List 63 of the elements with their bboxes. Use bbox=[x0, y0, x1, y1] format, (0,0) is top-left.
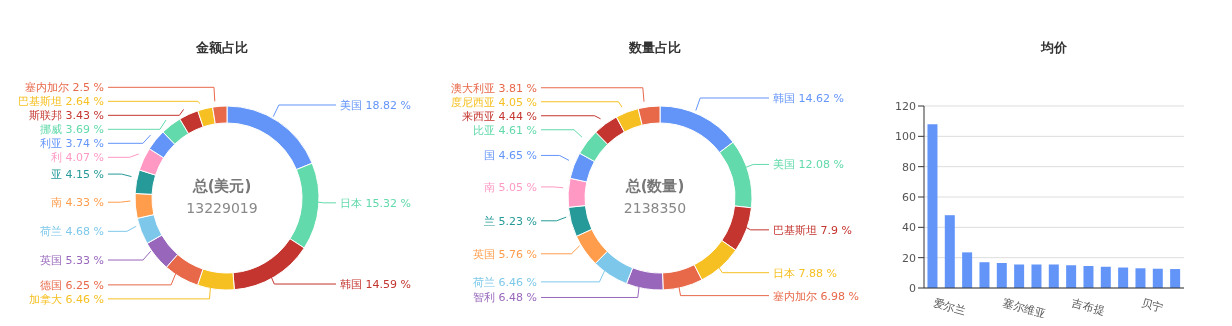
bar bbox=[927, 124, 938, 288]
slice-label: 国 4.65 % bbox=[484, 149, 537, 163]
slice-label: 美国 12.08 % bbox=[773, 158, 844, 172]
slice-label: 英国 5.76 % bbox=[473, 247, 537, 261]
bar bbox=[1118, 267, 1129, 288]
slice-label: 度尼西亚 4.05 % bbox=[451, 95, 537, 109]
text: 2138350 bbox=[623, 200, 687, 216]
y-tick-label: 100 bbox=[895, 130, 916, 144]
slice-label: 利 4.07 % bbox=[51, 151, 104, 165]
slice-label: 巴基斯坦 2.64 % bbox=[18, 95, 104, 109]
slice-label: 美国 18.82 % bbox=[340, 98, 411, 112]
slice-label: 韩国 14.59 % bbox=[340, 278, 411, 292]
x-tick-label: 吉布提 bbox=[1070, 296, 1106, 318]
chart-title: 数量占比 bbox=[628, 40, 681, 55]
chart-title: 均价 bbox=[1040, 40, 1068, 55]
y-tick-label: 40 bbox=[902, 221, 916, 235]
slice-label: 巴基斯坦 7.9 % bbox=[773, 223, 852, 237]
bar bbox=[944, 215, 955, 288]
bar bbox=[962, 252, 973, 288]
bar bbox=[1083, 266, 1094, 288]
bar bbox=[1066, 265, 1077, 288]
bar bbox=[1135, 268, 1146, 288]
slice-label: 南 5.05 % bbox=[484, 180, 537, 194]
text: 总(美元) bbox=[191, 177, 252, 195]
slice-label: 澳大利亚 3.81 % bbox=[451, 81, 537, 95]
y-tick-label: 0 bbox=[909, 281, 916, 295]
slice-label: 塞内加尔 2.5 % bbox=[25, 81, 104, 95]
y-tick-label: 60 bbox=[902, 190, 916, 204]
slice-label: 挪威 3.69 % bbox=[40, 123, 104, 137]
text: 13229019 bbox=[186, 200, 258, 216]
x-tick-label: 贝宁 bbox=[1139, 296, 1165, 315]
slice-label: 兰 5.23 % bbox=[484, 214, 537, 228]
slice-label: 德国 6.25 % bbox=[40, 278, 104, 292]
slice-label: 塞内加尔 6.98 % bbox=[773, 289, 859, 303]
slice-label: 日本 15.32 % bbox=[340, 196, 411, 210]
slice-label: 利亚 3.74 % bbox=[40, 137, 104, 151]
slice-label: 日本 7.88 % bbox=[773, 266, 837, 280]
slice-label: 比亚 4.61 % bbox=[473, 123, 537, 137]
bar bbox=[1152, 268, 1163, 288]
y-tick-label: 20 bbox=[902, 251, 916, 265]
slice-label: 智利 6.48 % bbox=[473, 291, 537, 305]
bar bbox=[1100, 266, 1111, 288]
slice-label: 来西亚 4.44 % bbox=[462, 109, 537, 123]
slice-label: 英国 5.33 % bbox=[40, 254, 104, 268]
bar bbox=[1048, 264, 1059, 288]
slice-label: 加拿大 6.46 % bbox=[29, 292, 104, 306]
y-tick-label: 80 bbox=[902, 160, 916, 174]
slice-label: 荷兰 4.68 % bbox=[40, 225, 104, 239]
chart-title: 金额占比 bbox=[195, 40, 248, 55]
text: 总(数量) bbox=[624, 177, 685, 195]
slice-label: 韩国 14.62 % bbox=[773, 91, 844, 105]
slice-label: 亚 4.15 % bbox=[51, 168, 104, 182]
slice-label: 荷兰 6.46 % bbox=[473, 275, 537, 289]
bar bbox=[1031, 264, 1042, 288]
bar bbox=[1014, 264, 1025, 288]
bar bbox=[996, 262, 1007, 288]
slice-label: 南 4.33 % bbox=[51, 196, 104, 210]
y-tick-label: 120 bbox=[895, 99, 916, 113]
bar bbox=[979, 262, 990, 288]
x-tick-label: 塞尔维亚 bbox=[1001, 296, 1048, 321]
slice-label: 斯联邦 3.43 % bbox=[29, 109, 104, 123]
x-tick-label: 爱尔兰 bbox=[931, 296, 968, 318]
bar bbox=[1170, 269, 1181, 288]
